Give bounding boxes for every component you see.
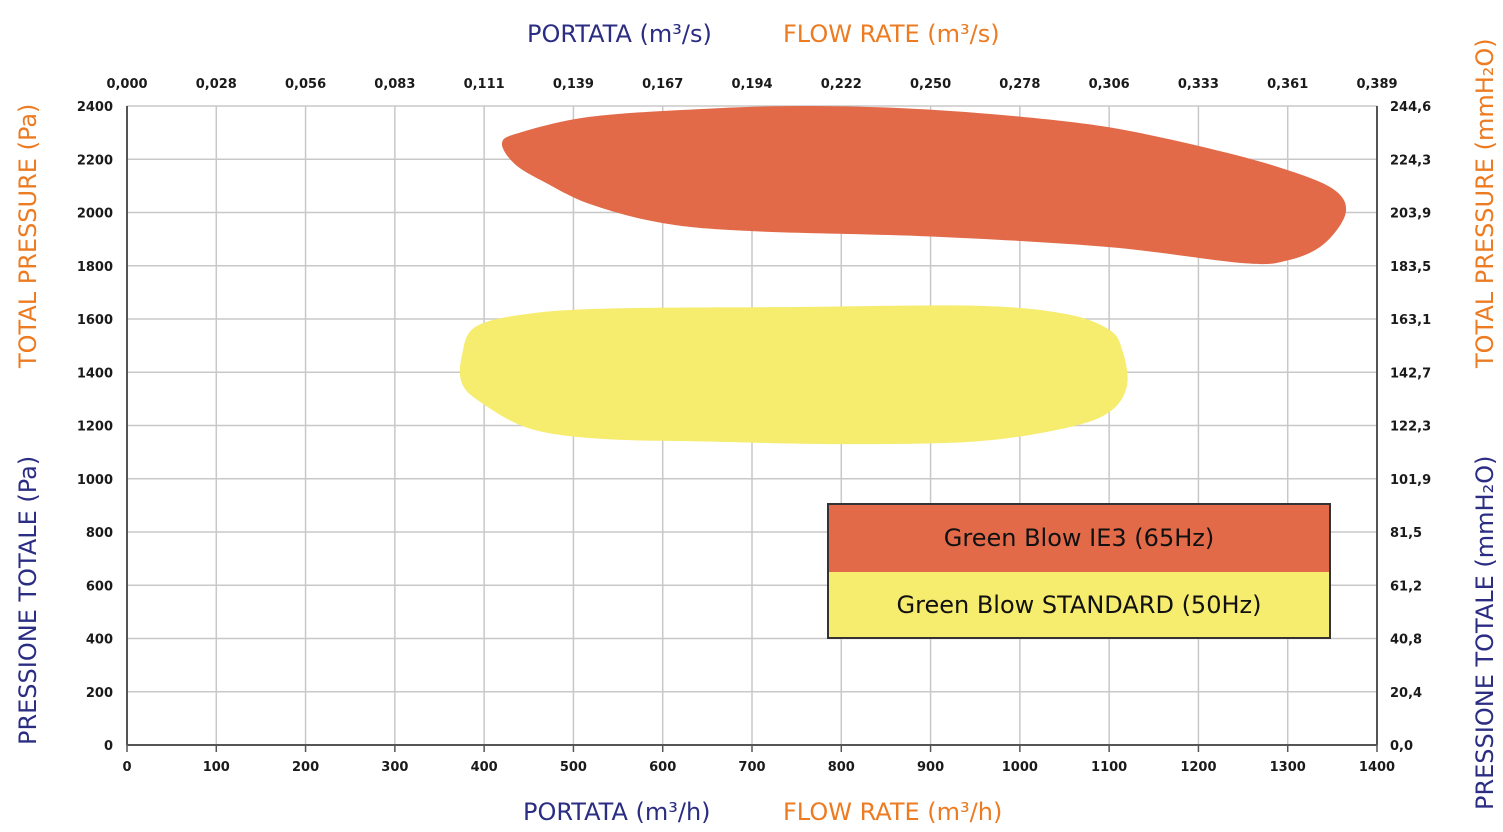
right-title-it: PRESSIONE TOTALE (mmH₂O) — [1471, 456, 1499, 810]
y2-tick-label: 163,1 — [1390, 313, 1431, 328]
x-tick-label: 1200 — [1180, 760, 1216, 775]
x2-tick-label: 0,111 — [464, 77, 505, 92]
area-standard — [459, 305, 1128, 445]
y2-tick-label: 203,9 — [1390, 207, 1431, 222]
y2-tick-label: 183,5 — [1390, 260, 1431, 275]
x2-tick-label: 0,139 — [553, 77, 594, 92]
y-tick-label: 1200 — [77, 420, 113, 435]
bottom-title-en: FLOW RATE (m³/h) — [783, 798, 1002, 826]
top-title-en: FLOW RATE (m³/s) — [783, 20, 1000, 48]
y-tick-label: 0 — [104, 739, 113, 754]
legend-ie3-swatch — [828, 504, 1330, 572]
legend-border — [827, 503, 1331, 639]
chart-areas — [459, 106, 1347, 445]
y2-tick-label: 61,2 — [1390, 579, 1422, 594]
x2-tick-label: 0,194 — [731, 77, 772, 92]
y-tick-label: 400 — [86, 633, 113, 648]
x2-tick-label: 0,250 — [910, 77, 951, 92]
x2-tick-label: 0,167 — [642, 77, 683, 92]
y2-tick-label: 142,7 — [1390, 366, 1431, 381]
y-tick-label: 1800 — [77, 260, 113, 275]
y2-tick-label: 20,4 — [1390, 686, 1422, 701]
x-tick-label: 700 — [738, 760, 765, 775]
x-tick-label: 500 — [560, 760, 587, 775]
y2-tick-label: 122,3 — [1390, 420, 1431, 435]
x2-tick-label: 0,000 — [106, 77, 147, 92]
x-tick-label: 100 — [203, 760, 230, 775]
x-tick-label: 1000 — [1002, 760, 1038, 775]
x2-tick-label: 0,361 — [1267, 77, 1308, 92]
left-title-en: TOTAL PRESSURE (Pa) — [14, 104, 42, 369]
top-title-it: PORTATA (m³/s) — [527, 20, 712, 48]
y-tick-label: 1400 — [77, 366, 113, 381]
legend: Green Blow IE3 (65Hz) Green Blow STANDAR… — [827, 503, 1331, 639]
y-tick-label: 1000 — [77, 473, 113, 488]
y2-tick-label: 81,5 — [1390, 526, 1422, 541]
x-tick-label: 600 — [649, 760, 676, 775]
y2-tick-label: 101,9 — [1390, 473, 1431, 488]
x-tick-label: 900 — [917, 760, 944, 775]
chart-axes — [126, 106, 1378, 752]
x-tick-label: 0 — [122, 760, 131, 775]
x-tick-label: 1300 — [1270, 760, 1306, 775]
y2-tick-label: 40,8 — [1390, 633, 1422, 648]
x2-tick-label: 0,222 — [821, 77, 862, 92]
x2-tick-label: 0,028 — [196, 77, 237, 92]
x2-tick-label: 0,056 — [285, 77, 326, 92]
y2-tick-label: 244,6 — [1390, 100, 1431, 115]
x-tick-label: 300 — [381, 760, 408, 775]
x2-tick-label: 0,083 — [374, 77, 415, 92]
y2-tick-label: 224,3 — [1390, 153, 1431, 168]
x-tick-label: 800 — [828, 760, 855, 775]
area-ie3 — [501, 106, 1347, 265]
x-tick-label: 200 — [292, 760, 319, 775]
x2-tick-label: 0,333 — [1178, 77, 1219, 92]
y-tick-label: 1600 — [77, 313, 113, 328]
x2-tick-label: 0,278 — [999, 77, 1040, 92]
y2-tick-label: 0,0 — [1390, 739, 1413, 754]
x-tick-label: 1100 — [1091, 760, 1127, 775]
y-tick-label: 800 — [86, 526, 113, 541]
bottom-title-it: PORTATA (m³/h) — [523, 798, 711, 826]
left-title-it: PRESSIONE TOTALE (Pa) — [14, 456, 42, 745]
legend-standard-swatch — [828, 572, 1330, 638]
y-tick-label: 2000 — [77, 207, 113, 222]
x-tick-label: 400 — [471, 760, 498, 775]
chart-ticks: 0 100 200 300 400 500 600 700 800 900 1000 1100 1200… — [77, 77, 1431, 775]
x-tick-label: 1400 — [1359, 760, 1395, 775]
x2-tick-label: 0,306 — [1089, 77, 1130, 92]
x2-tick-label: 0,389 — [1356, 77, 1397, 92]
legend-standard-label: Green Blow STANDARD (50Hz) — [897, 591, 1262, 619]
y-tick-label: 200 — [86, 686, 113, 701]
right-title-en: TOTAL PRESSURE (mmH₂O) — [1471, 38, 1499, 369]
y-tick-label: 600 — [86, 579, 113, 594]
y-tick-label: 2200 — [77, 153, 113, 168]
legend-ie3-label: Green Blow IE3 (65Hz) — [944, 524, 1214, 552]
y-tick-label: 2400 — [77, 100, 113, 115]
